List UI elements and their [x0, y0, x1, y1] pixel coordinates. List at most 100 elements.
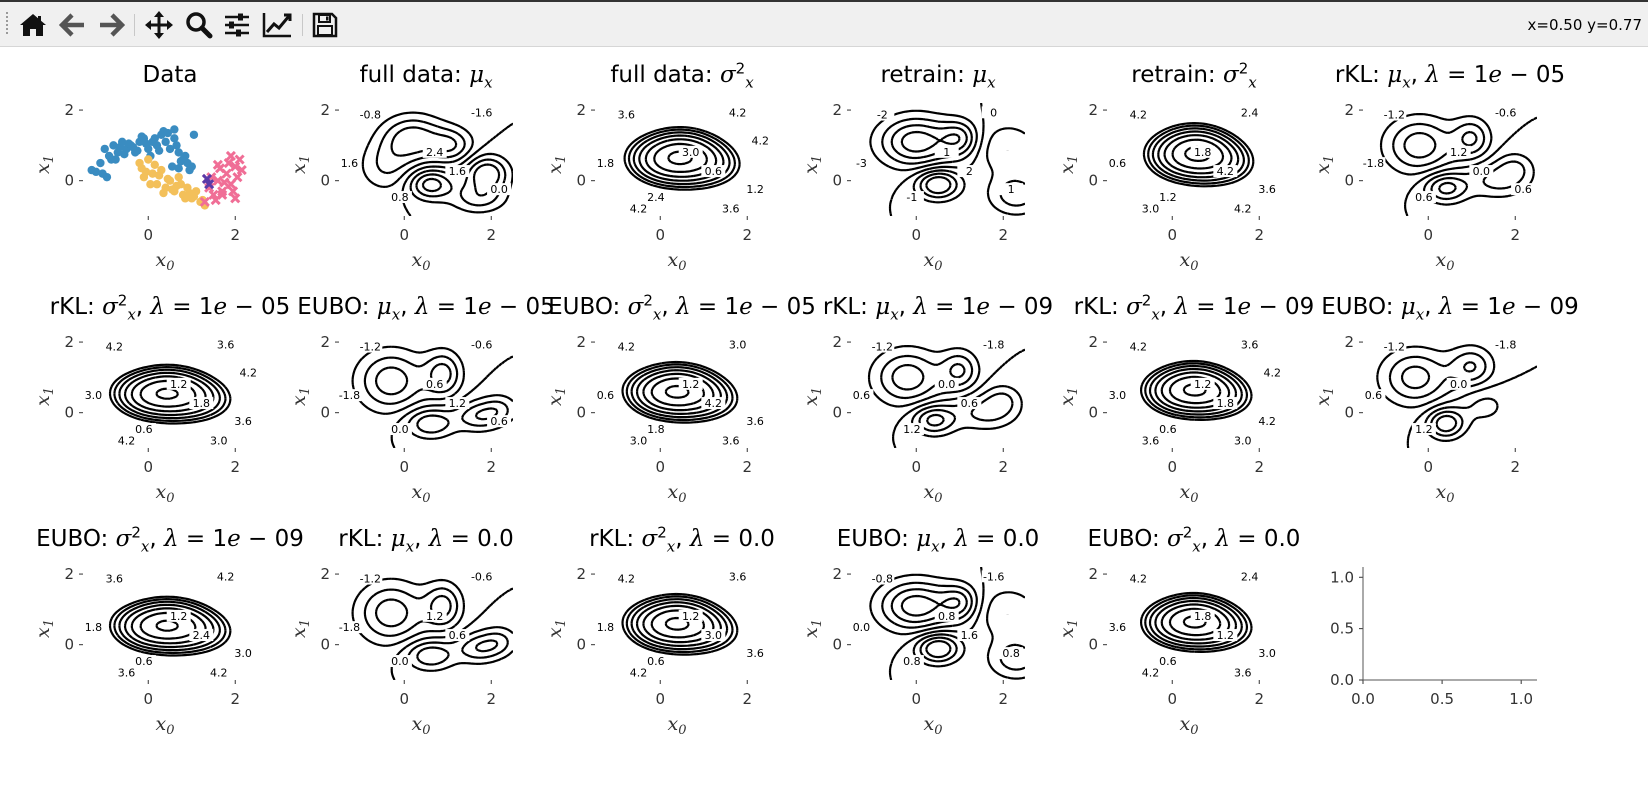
contour-label-bg	[1107, 157, 1130, 170]
x-tick-label: 0	[143, 690, 153, 708]
edit-axes-button[interactable]	[261, 10, 293, 40]
data-point	[120, 150, 129, 159]
contour-label-bg	[189, 629, 214, 642]
contour-line	[625, 595, 734, 654]
contour-label-bg	[213, 570, 238, 583]
plot-area: 4.2 3.6 3.0 0.6 1.2 1.8 4.2 3.6 3.0 4.2	[1107, 338, 1281, 447]
figure-canvas[interactable]: Data 0 2 0 2 x0 x1 -0.8 -1.6 1.6 0.8 2.4 1.6 0.0 full …	[0, 47, 1648, 797]
save-button[interactable]	[309, 10, 341, 40]
contour-line	[635, 601, 722, 647]
y-tick-label: 0	[64, 636, 74, 654]
plot-area: 3.6 4.2 1.8 2.4 3.0 0.6 1.2 4.2 3.6 4.2	[595, 106, 769, 215]
contour-label-bg	[387, 655, 412, 668]
data-point	[146, 180, 155, 189]
contour-line	[1154, 599, 1238, 645]
y-tick-label: 2	[832, 565, 842, 583]
contour-label: 3.0	[210, 434, 228, 447]
move-icon	[145, 11, 173, 39]
subplot-16: -0.8 -1.6 0.0 0.8 0.8 1.6 0.8 EUBO: μx, λ = 0.0…	[800, 526, 1040, 738]
y-tick-label: 0.0	[1330, 671, 1354, 689]
contour-label: 2.4	[193, 629, 211, 642]
data-point	[159, 188, 168, 198]
contour-label: 2.4	[1241, 570, 1259, 583]
contour-label-bg	[934, 145, 959, 158]
data-point	[148, 169, 157, 178]
contour-label: 3.6	[234, 415, 252, 428]
contour-label: 0.6	[961, 397, 979, 410]
data-point	[174, 164, 183, 173]
y-axis-label: x1	[800, 387, 825, 406]
plot-area: -0.8 -1.6 1.6 0.8 2.4 1.6 0.0	[339, 106, 513, 216]
x-tick-label: 0	[399, 226, 409, 244]
subplot-title: rKL: μx, λ = 1e − 09	[822, 294, 1054, 324]
contour-label-bg	[358, 340, 383, 353]
contour-label-bg	[387, 423, 412, 436]
subplot-6: -1.2 -0.6 -1.8 0.6 1.2 0.0 0.6 rKL: μx, λ = 1e …	[1312, 62, 1565, 274]
data-point	[96, 158, 105, 168]
toolbar-grip[interactable]	[4, 12, 10, 38]
x-tick-label: 2	[1510, 458, 1520, 476]
contour-label: 1.2	[426, 610, 444, 623]
contour-label: 4.2	[1234, 202, 1252, 215]
contour-label-bg	[83, 621, 106, 634]
x-tick-label: 2	[486, 690, 496, 708]
x-tick-label: 0	[1423, 458, 1433, 476]
contour-label-bg	[1511, 183, 1536, 196]
contour-label-bg	[701, 165, 726, 178]
subplot-17: 4.2 2.4 3.6 0.6 1.8 1.2 3.0 4.2 3.6 EUBO: σ2x, λ …	[1056, 525, 1300, 738]
plot-area	[87, 125, 247, 210]
contour-label: 1.2	[1450, 146, 1468, 159]
contour-label: 3.6	[722, 202, 740, 215]
contour-label-bg	[1138, 666, 1163, 679]
contour-label: 0.6	[705, 165, 723, 178]
pan-button[interactable]	[143, 10, 175, 40]
contour-label-bg	[1138, 202, 1163, 215]
y-axis-label: x1	[544, 387, 569, 406]
zoom-button[interactable]	[183, 10, 215, 40]
contour-label: 4.2	[1258, 415, 1276, 428]
contour-line	[881, 581, 973, 629]
contour-line	[1148, 364, 1243, 416]
subplot-18: 0.0 0.5 1.0 0.0 0.5 1.0	[1330, 567, 1537, 708]
subplot-title: full data: μx	[359, 62, 493, 92]
data-point	[185, 188, 194, 198]
x-axis-label: x0	[668, 713, 687, 738]
contour-label: 3.6	[618, 109, 636, 122]
home-button[interactable]	[17, 10, 49, 40]
contour-label-bg	[1411, 191, 1436, 204]
contour-label: 0.6	[1514, 183, 1532, 196]
x-axis-label: x0	[156, 249, 175, 274]
y-tick-label: 2	[1344, 101, 1354, 119]
contour-label-bg	[957, 165, 982, 178]
contour-label: 0.6	[1159, 655, 1177, 668]
contour-label: 3.6	[1109, 621, 1127, 634]
y-tick-label: 0	[64, 404, 74, 422]
contour-label-bg	[469, 106, 494, 119]
data-point	[107, 155, 116, 164]
subplots-button[interactable]	[221, 10, 253, 40]
back-button[interactable]	[57, 10, 89, 40]
contour-line	[1400, 361, 1477, 390]
plot-area: 4.2 3.6 3.0 0.6 1.2 1.8 3.6 4.2 3.0 4.2	[83, 338, 257, 447]
contour-label-bg	[102, 572, 127, 585]
data-point	[176, 180, 186, 189]
contour-label-bg	[1230, 202, 1255, 215]
forward-button[interactable]	[95, 10, 127, 40]
data-point	[154, 146, 164, 155]
contour-label-bg	[981, 106, 1006, 119]
contour-label-bg	[957, 397, 982, 410]
subplot-title: retrain: μx	[880, 62, 996, 92]
y-tick-label: 0	[64, 172, 74, 190]
contour-label-bg	[1260, 366, 1281, 379]
x-tick-label: 0	[1167, 458, 1177, 476]
contour-label: 0.8	[903, 655, 921, 668]
contour-line	[1438, 181, 1457, 195]
subplot-title: EUBO: μx, λ = 0.0	[836, 526, 1040, 556]
contour-label: 2.4	[426, 146, 444, 159]
contour-label-bg	[595, 621, 618, 634]
subplot-15: 4.2 3.6 1.8 0.6 1.2 3.0 3.6 4.2 rKL: σ2x, λ = 0.…	[544, 525, 775, 738]
y-axis-label: x1	[544, 619, 569, 638]
contour-line	[621, 592, 739, 656]
y-tick-label: 0	[832, 404, 842, 422]
x-axis-label: x0	[668, 249, 687, 274]
